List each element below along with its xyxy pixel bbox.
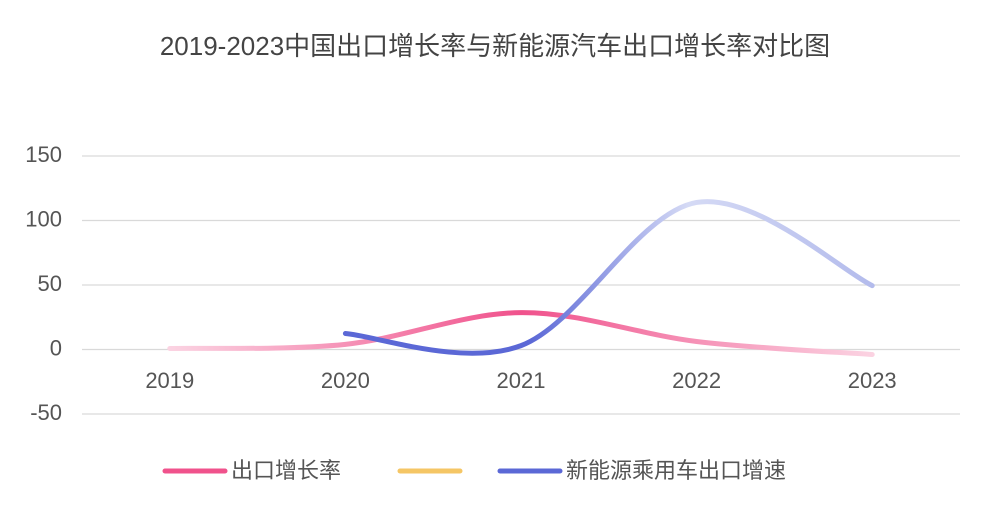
x-tick-label: 2020 xyxy=(321,368,370,393)
x-tick-label: 2023 xyxy=(848,368,897,393)
legend-label: 出口增长率 xyxy=(231,458,341,483)
y-tick-label: 100 xyxy=(25,206,62,231)
chart-title: 2019-2023中国出口增长率与新能源汽车出口增长率对比图 xyxy=(159,31,831,61)
legend-label: 新能源乘用车出口增速 xyxy=(566,458,786,483)
series-line xyxy=(342,199,875,356)
x-tick-label: 2019 xyxy=(145,368,194,393)
x-tick-label: 2021 xyxy=(497,368,546,393)
series-line xyxy=(167,310,875,358)
y-tick-label: 50 xyxy=(38,271,62,296)
y-tick-label: -50 xyxy=(30,400,62,425)
x-tick-label: 2022 xyxy=(672,368,721,393)
y-tick-label: 150 xyxy=(25,142,62,167)
y-tick-label: 0 xyxy=(50,335,62,360)
